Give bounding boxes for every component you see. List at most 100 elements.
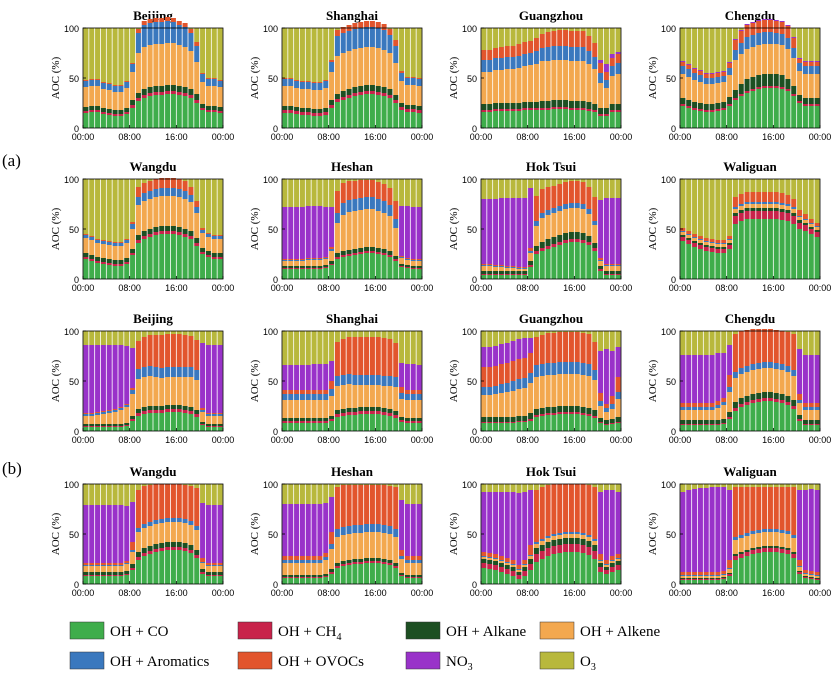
bar-segment-arom — [802, 66, 808, 74]
bar-segment-co — [762, 219, 768, 279]
bar-segment-o3 — [487, 484, 493, 492]
bar-segment-co — [767, 88, 773, 128]
bar-segment-alkene — [416, 261, 422, 266]
bar-segment-co — [721, 253, 727, 279]
bar-segment-o3 — [510, 28, 516, 46]
bar-segment-arom — [393, 377, 399, 387]
bar-segment-co — [773, 88, 779, 128]
bar-segment-ch4 — [369, 251, 375, 253]
bar-segment-ch4 — [808, 424, 814, 425]
bar-segment-ovoc — [545, 32, 551, 47]
bar-segment-o3 — [217, 179, 223, 235]
bar-segment-ovoc — [539, 335, 545, 364]
x-tick-label: 00:00 — [809, 588, 831, 598]
bar-segment-arom — [744, 366, 750, 372]
bar-segment-ch4 — [697, 109, 703, 111]
bar-segment-co — [762, 552, 768, 584]
bar-segment-alkene — [200, 563, 206, 569]
bar-segment-arom — [481, 387, 487, 395]
bar-segment-alkane — [510, 103, 516, 109]
bar-segment-no3 — [703, 355, 709, 403]
bar-segment-ch4 — [317, 113, 323, 116]
bar-segment-alkene — [738, 374, 744, 398]
bar-segment-o3 — [294, 28, 300, 80]
bar-segment-co — [416, 269, 422, 279]
bar-segment-no3 — [299, 365, 305, 390]
bar-segment-co — [692, 425, 698, 431]
x-tick-label: 00:00 — [669, 435, 692, 445]
bar-segment-ch4 — [170, 231, 176, 234]
bar-segment-arom — [528, 53, 534, 65]
bar-segment-arom — [410, 394, 416, 400]
bar-segment-ch4 — [487, 564, 493, 569]
bar-segment-ovoc — [697, 572, 703, 575]
bar-segment-co — [334, 417, 340, 431]
bar-segment-alkene — [364, 47, 370, 85]
bar-segment-alkene — [387, 53, 393, 89]
bar-segment-arom — [334, 213, 340, 223]
bar-segment-ovoc — [533, 490, 539, 542]
bar-segment-ovoc — [603, 72, 609, 80]
bar-segment-co — [744, 93, 750, 128]
bar-segment-ch4 — [176, 547, 182, 550]
bar-segment-o3 — [141, 331, 147, 337]
bar-segment-ovoc — [598, 554, 604, 560]
bar-segment-alkene — [135, 379, 141, 409]
bar-segment-o3 — [118, 179, 124, 242]
bar-segment-co — [516, 111, 522, 128]
bar-segment-o3 — [785, 179, 791, 195]
bar-segment-o3 — [352, 331, 358, 337]
bar-segment-ch4 — [773, 211, 779, 219]
bar-segment-arom — [767, 362, 773, 368]
bar-segment-ch4 — [568, 239, 574, 242]
bar-segment-arom — [118, 408, 124, 410]
bar-segment-alkane — [334, 563, 340, 566]
bar-segment-ovoc — [288, 259, 294, 260]
bar-segment-no3 — [311, 504, 317, 556]
bar-segment-o3 — [317, 179, 323, 206]
bar-segment-ch4 — [294, 421, 300, 423]
bar-segment-ch4 — [715, 109, 721, 111]
bar-segment-no3 — [522, 338, 528, 358]
bar-segment-arom — [124, 240, 130, 243]
bar-segment-ovoc — [399, 256, 405, 257]
bar-segment-o3 — [791, 28, 797, 37]
bar-segment-alkane — [323, 265, 329, 267]
bar-segment-arom — [773, 363, 779, 369]
bar-segment-o3 — [756, 179, 762, 192]
bar-segment-alkene — [557, 535, 563, 539]
bar-segment-no3 — [498, 198, 504, 265]
bar-segment-alkene — [692, 576, 698, 578]
bar-segment-o3 — [83, 484, 89, 505]
bar-segment-arom — [563, 204, 569, 209]
bar-segment-co — [697, 580, 703, 584]
bar-segment-arom — [586, 535, 592, 537]
bar-segment-alkene — [130, 394, 136, 416]
bar-segment-alkene — [498, 70, 504, 103]
bar-segment-o3 — [299, 179, 305, 207]
bar-segment-co — [703, 251, 709, 279]
bar-segment-o3 — [106, 179, 112, 241]
bar-segment-alkane — [808, 420, 814, 424]
x-tick-label: 08:00 — [516, 435, 539, 445]
bar-segment-alkane — [329, 569, 335, 572]
bar-segment-ovoc — [170, 334, 176, 367]
bar-segment-ovoc — [135, 187, 141, 197]
bar-segment-o3 — [732, 28, 738, 39]
bar-segment-ch4 — [598, 114, 604, 116]
bar-segment-ovoc — [159, 18, 165, 22]
bar-segment-arom — [797, 216, 803, 217]
bar-segment-alkene — [194, 213, 200, 238]
bar-segment-alkene — [814, 227, 820, 230]
bar-segment-alkane — [141, 548, 147, 553]
bar-segment-no3 — [410, 207, 416, 259]
bar-segment-ovoc — [563, 30, 569, 46]
bar-segment-arom — [416, 260, 422, 261]
bar-segment-ovoc — [808, 219, 814, 223]
bar-segment-co — [568, 242, 574, 279]
bar-segment-ch4 — [481, 110, 487, 112]
bar-segment-arom — [615, 265, 621, 266]
bar-segment-ch4 — [692, 579, 698, 580]
bar-segment-alkene — [498, 267, 504, 271]
bar-segment-co — [686, 580, 692, 584]
